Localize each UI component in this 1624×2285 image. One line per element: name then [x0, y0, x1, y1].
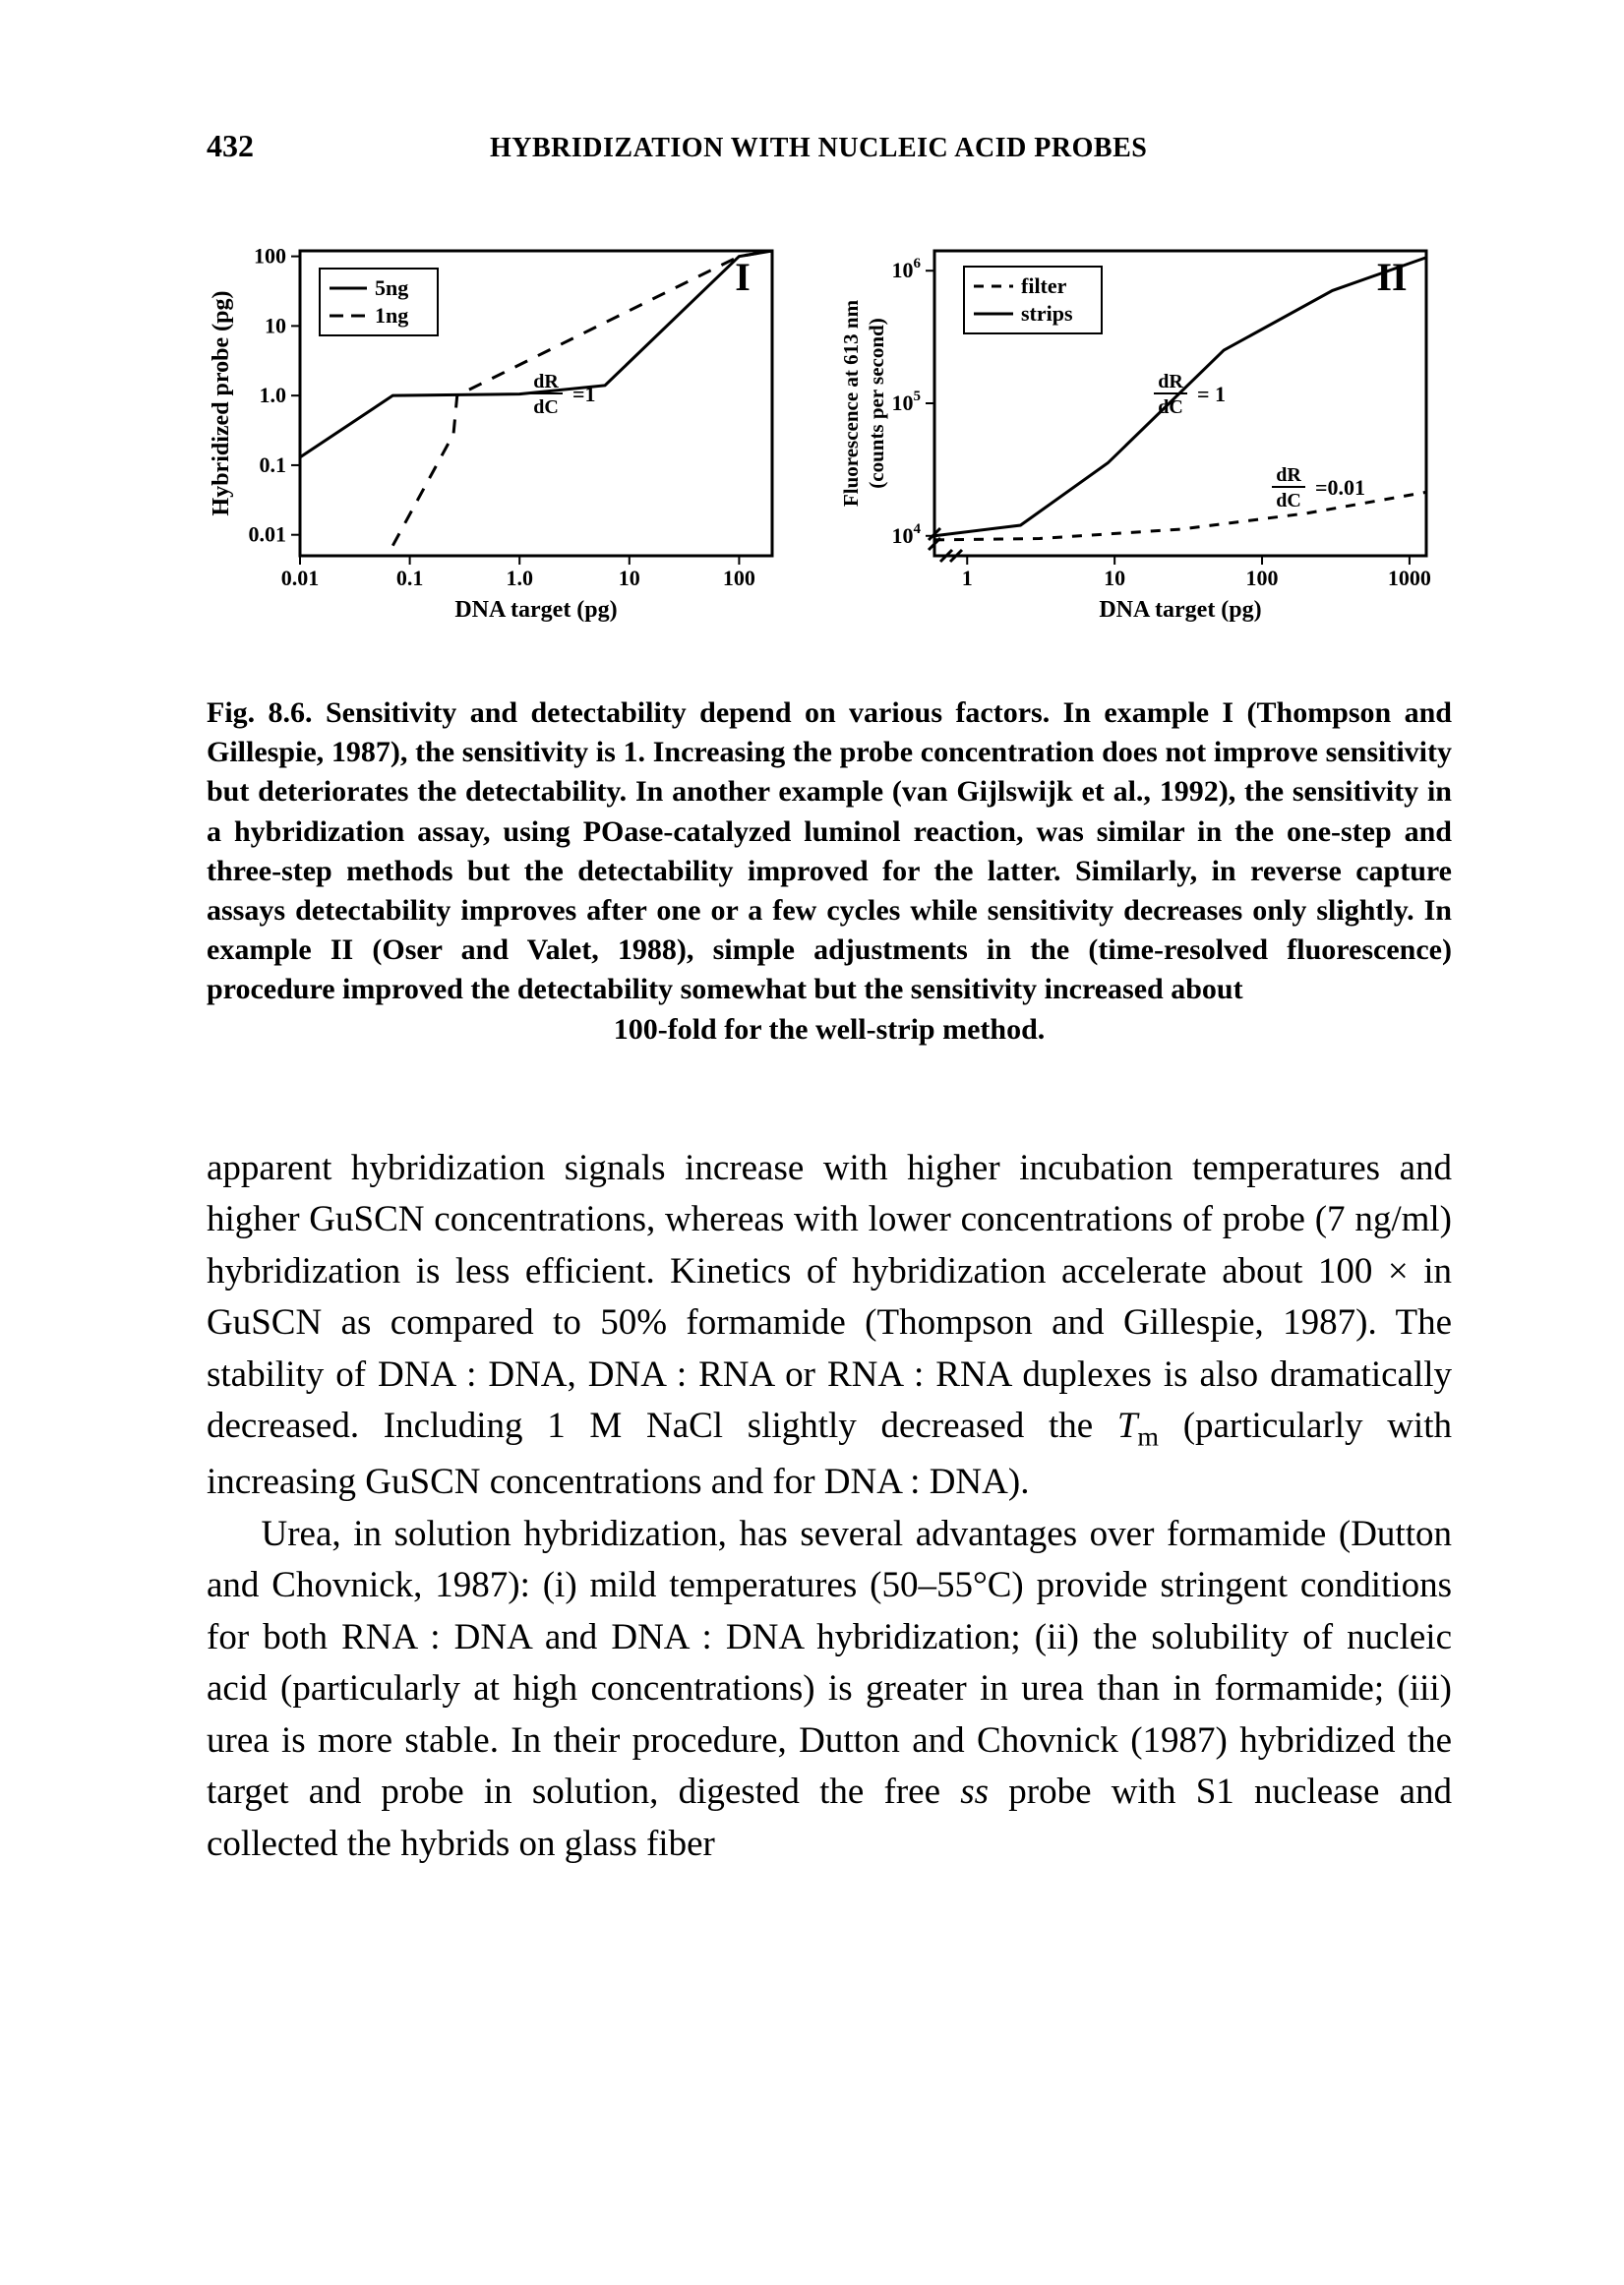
svg-text:1: 1 [962, 566, 973, 590]
svg-text:0.1: 0.1 [260, 452, 287, 477]
svg-text:1.0: 1.0 [506, 566, 533, 590]
paragraph-1: apparent hybridization signals increase … [207, 1143, 1452, 1509]
svg-text:filter: filter [1021, 273, 1067, 298]
svg-text:strips: strips [1021, 301, 1073, 326]
svg-text:= 1: = 1 [1197, 382, 1226, 406]
svg-text:II: II [1376, 255, 1407, 299]
svg-text:106: 106 [892, 256, 922, 282]
svg-text:dR: dR [533, 371, 559, 392]
svg-text:DNA target (pg): DNA target (pg) [1099, 597, 1261, 623]
svg-text:0.01: 0.01 [281, 566, 320, 590]
svg-text:0.01: 0.01 [249, 522, 287, 547]
svg-text:10: 10 [1104, 566, 1125, 590]
svg-text:dC: dC [1276, 490, 1301, 511]
caption-text: Fig. 8.6. Sensitivity and detectability … [207, 696, 1452, 1005]
svg-text:I: I [735, 255, 751, 299]
svg-text:10: 10 [619, 566, 640, 590]
paragraph-2: Urea, in solution hybridization, has sev… [207, 1509, 1452, 1871]
svg-text:dR: dR [1276, 464, 1301, 486]
svg-text:100: 100 [254, 244, 286, 269]
svg-text:1ng: 1ng [375, 303, 408, 328]
svg-text:104: 104 [892, 521, 922, 548]
svg-text:dC: dC [1158, 396, 1183, 418]
svg-text:5ng: 5ng [375, 275, 408, 300]
svg-text:100: 100 [1246, 566, 1279, 590]
figure-caption: Fig. 8.6. Sensitivity and detectability … [207, 693, 1452, 1050]
svg-text:10: 10 [265, 313, 286, 337]
svg-text:1000: 1000 [1388, 566, 1431, 590]
svg-text:=0.01: =0.01 [1315, 475, 1365, 500]
body-text: apparent hybridization signals increase … [207, 1143, 1452, 1871]
svg-text:0.1: 0.1 [396, 566, 424, 590]
svg-text:dR: dR [1158, 371, 1183, 392]
svg-text:(counts per second): (counts per second) [865, 318, 888, 488]
figure-panel-row: 0.01 0.1 1.0 10 100 0.01 0.1 1.0 10 100 DNA target… [207, 221, 1452, 654]
running-title: HYBRIDIZATION WITH NUCLEIC ACID PROBES [490, 133, 1147, 164]
svg-text:dC: dC [533, 396, 559, 418]
svg-text:105: 105 [892, 389, 922, 415]
caption-last-line: 100-fold for the well-strip method. [207, 1010, 1452, 1050]
svg-text:Fluorescence at 613 nm: Fluorescence at 613 nm [839, 299, 863, 507]
page-header: 432 HYBRIDIZATION WITH NUCLEIC ACID PROB… [207, 128, 1452, 164]
svg-text:1.0: 1.0 [260, 383, 287, 407]
svg-text:DNA target (pg): DNA target (pg) [454, 597, 617, 623]
svg-text:100: 100 [723, 566, 755, 590]
page-number: 432 [207, 128, 254, 164]
svg-text:Hybridized probe (pg): Hybridized probe (pg) [209, 291, 234, 516]
svg-text:=1: =1 [572, 382, 596, 406]
figure-8-6: 0.01 0.1 1.0 10 100 0.01 0.1 1.0 10 100 DNA target… [207, 221, 1456, 654]
